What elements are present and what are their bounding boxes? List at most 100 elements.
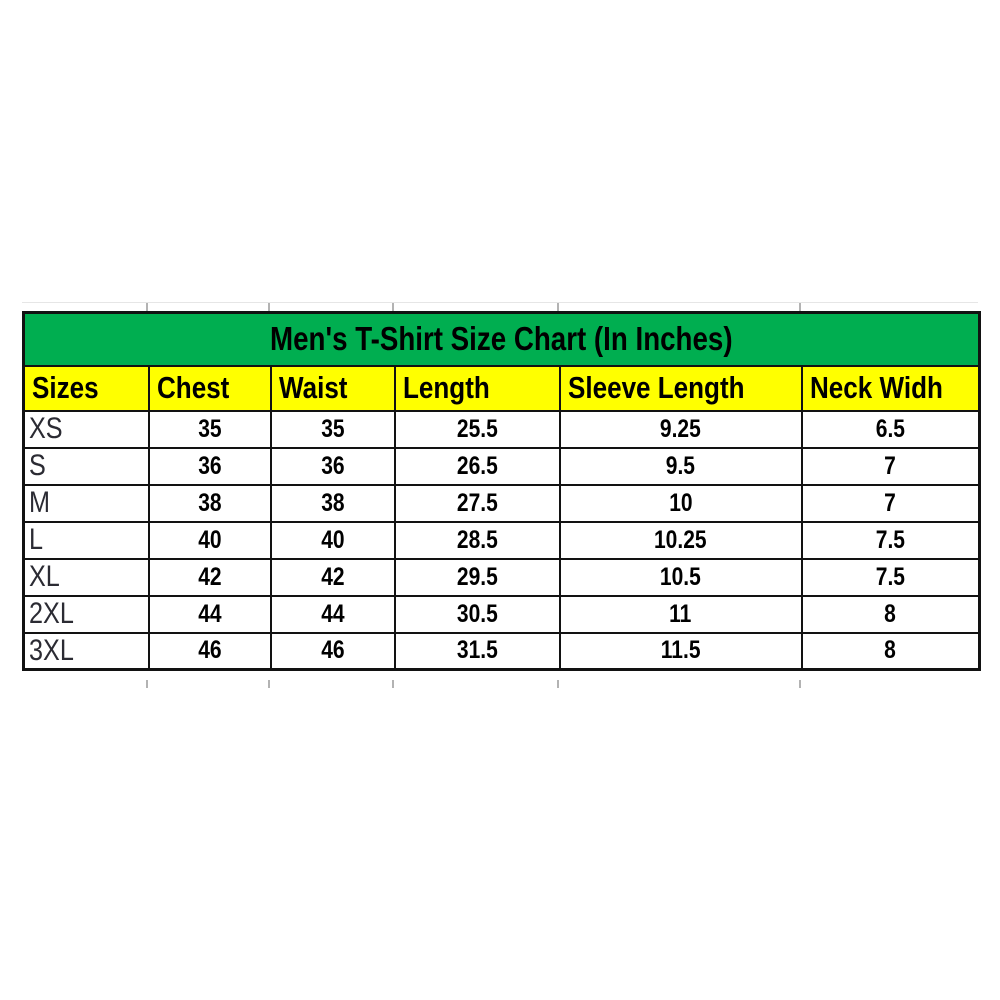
size-chart-table: Men's T-Shirt Size Chart (In Inches) Siz… [22,311,981,671]
chest-cell: 40 [147,520,272,560]
column-header-sleeve-length: Sleeve Length [558,364,803,412]
value: 26.5 [456,451,498,480]
value: 40 [320,525,345,554]
value: 46 [197,636,222,665]
value: 38 [197,488,222,517]
table-row-xs: XS 35 35 25.5 9.25 6.5 [22,409,981,449]
column-header-label: Sleeve Length [567,370,745,405]
value: 30.5 [456,599,498,628]
waist-cell: 35 [269,409,396,449]
size-cell: 3XL [22,631,150,671]
column-header-label: Neck Widh [809,370,943,405]
sleeve-length-cell: 11.5 [558,631,803,671]
value: 9.5 [665,451,696,480]
value: 6.5 [875,414,905,443]
length-cell: 27.5 [393,483,561,523]
grid-remnant-tick [799,303,801,311]
sleeve-length-cell: 10.5 [558,557,803,597]
grid-remnant-tick [268,303,270,311]
length-cell: 28.5 [393,520,561,560]
waist-cell: 46 [269,631,396,671]
column-header-label: Length [402,370,490,405]
grid-remnant-tick [392,680,394,688]
column-header-waist: Waist [269,364,396,412]
value: 8 [884,636,897,665]
column-header-neck-width: Neck Widh [800,364,981,412]
chest-cell: 42 [147,557,272,597]
size-label: M [29,486,50,520]
neck-width-cell: 6.5 [800,409,981,449]
column-header-label: Waist [278,370,347,405]
size-label: 2XL [29,597,74,631]
waist-cell: 38 [269,483,396,523]
neck-width-cell: 7 [800,483,981,523]
value: 44 [197,599,222,628]
table-title-row: Men's T-Shirt Size Chart (In Inches) [22,311,981,367]
grid-remnant-tick [146,303,148,311]
value: 7.5 [875,525,905,554]
column-header-row: Sizes Chest Waist Length Sleeve Length N… [22,364,981,412]
sleeve-length-cell: 10.25 [558,520,803,560]
column-header-chest: Chest [147,364,272,412]
length-cell: 25.5 [393,409,561,449]
grid-remnant-line [22,302,978,303]
sleeve-length-cell: 11 [558,594,803,634]
value: 42 [320,562,345,591]
size-label: L [29,523,44,557]
length-cell: 29.5 [393,557,561,597]
table-title: Men's T-Shirt Size Chart (In Inches) [270,320,733,358]
value: 31.5 [456,636,498,665]
column-header-label: Chest [156,370,229,405]
value: 25.5 [456,414,498,443]
neck-width-cell: 8 [800,594,981,634]
value: 46 [320,636,345,665]
size-cell: XS [22,409,150,449]
value: 44 [320,599,345,628]
size-label: XS [29,412,63,446]
size-label: XL [29,560,60,594]
chest-cell: 46 [147,631,272,671]
sleeve-length-cell: 9.25 [558,409,803,449]
waist-cell: 44 [269,594,396,634]
value: 7.5 [875,562,905,591]
value: 9.25 [660,414,701,443]
table-row-3xl: 3XL 46 46 31.5 11.5 8 [22,631,981,671]
grid-remnant-tick [268,680,270,688]
grid-remnant-tick [557,303,559,311]
value: 28.5 [456,525,498,554]
size-label: S [29,449,46,483]
size-cell: 2XL [22,594,150,634]
table-row-l: L 40 40 28.5 10.25 7.5 [22,520,981,560]
value: 40 [197,525,222,554]
grid-remnant-tick [799,680,801,688]
size-cell: S [22,446,150,486]
value: 35 [197,414,222,443]
value: 11 [669,599,692,628]
grid-remnant-tick [146,680,148,688]
waist-cell: 42 [269,557,396,597]
waist-cell: 36 [269,446,396,486]
value: 27.5 [456,488,498,517]
grid-remnant-tick [392,303,394,311]
table-row-2xl: 2XL 44 44 30.5 11 8 [22,594,981,634]
value: 11.5 [660,636,701,665]
value: 10.25 [654,525,707,554]
value: 29.5 [456,562,498,591]
value: 38 [320,488,345,517]
value: 7 [884,451,897,480]
neck-width-cell: 7.5 [800,520,981,560]
waist-cell: 40 [269,520,396,560]
table-title-cell: Men's T-Shirt Size Chart (In Inches) [22,311,981,367]
value: 36 [197,451,222,480]
chest-cell: 44 [147,594,272,634]
grid-remnant-tick [557,680,559,688]
table-row-m: M 38 38 27.5 10 7 [22,483,981,523]
length-cell: 31.5 [393,631,561,671]
column-header-label: Sizes [32,370,99,405]
size-cell: L [22,520,150,560]
neck-width-cell: 8 [800,631,981,671]
column-header-length: Length [393,364,561,412]
neck-width-cell: 7 [800,446,981,486]
chest-cell: 36 [147,446,272,486]
